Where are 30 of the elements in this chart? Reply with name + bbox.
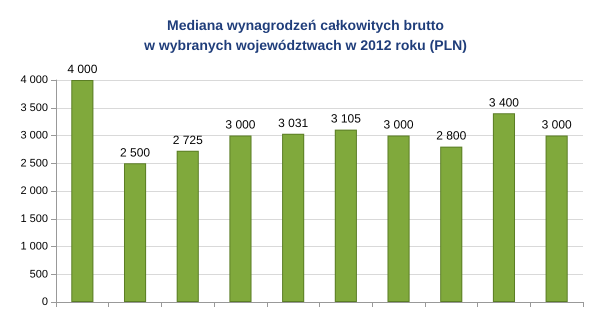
data-label: 3 000 <box>225 118 256 132</box>
bar <box>124 163 146 302</box>
data-label: 3 105 <box>330 112 362 126</box>
bar <box>440 146 462 302</box>
data-label: 2 500 <box>120 145 150 160</box>
bar <box>334 130 357 302</box>
data-label: 2 800 <box>436 128 467 143</box>
bar <box>546 136 568 302</box>
y-tick-label: 500 <box>30 268 48 280</box>
bar <box>282 134 304 302</box>
data-label: 3 000 <box>384 118 414 132</box>
data-label: 3 000 <box>542 118 572 132</box>
data-label: 4 000 <box>67 62 98 76</box>
bar <box>229 136 252 302</box>
y-tick-label: 2 500 <box>20 157 48 170</box>
y-tick-label: 1 500 <box>20 212 48 225</box>
bar <box>71 80 94 302</box>
bar <box>492 113 516 302</box>
y-tick-label: 1 000 <box>20 240 48 252</box>
y-tick-label: 0 <box>42 296 48 308</box>
chart-title: Mediana wynagrodzeń całkowitych brutto w wybranych województwach w 2012 roku (PLN) <box>143 17 467 53</box>
y-tick-label: 3 000 <box>20 130 48 142</box>
y-tick-label: 4 000 <box>20 74 48 86</box>
data-label: 3 031 <box>278 116 308 130</box>
bar <box>176 150 199 302</box>
data-label: 2 725 <box>172 132 204 147</box>
y-tick-label: 2 000 <box>20 185 48 197</box>
y-tick-label: 3 500 <box>20 102 48 114</box>
bar <box>387 136 410 302</box>
data-label: 3 400 <box>488 95 520 110</box>
